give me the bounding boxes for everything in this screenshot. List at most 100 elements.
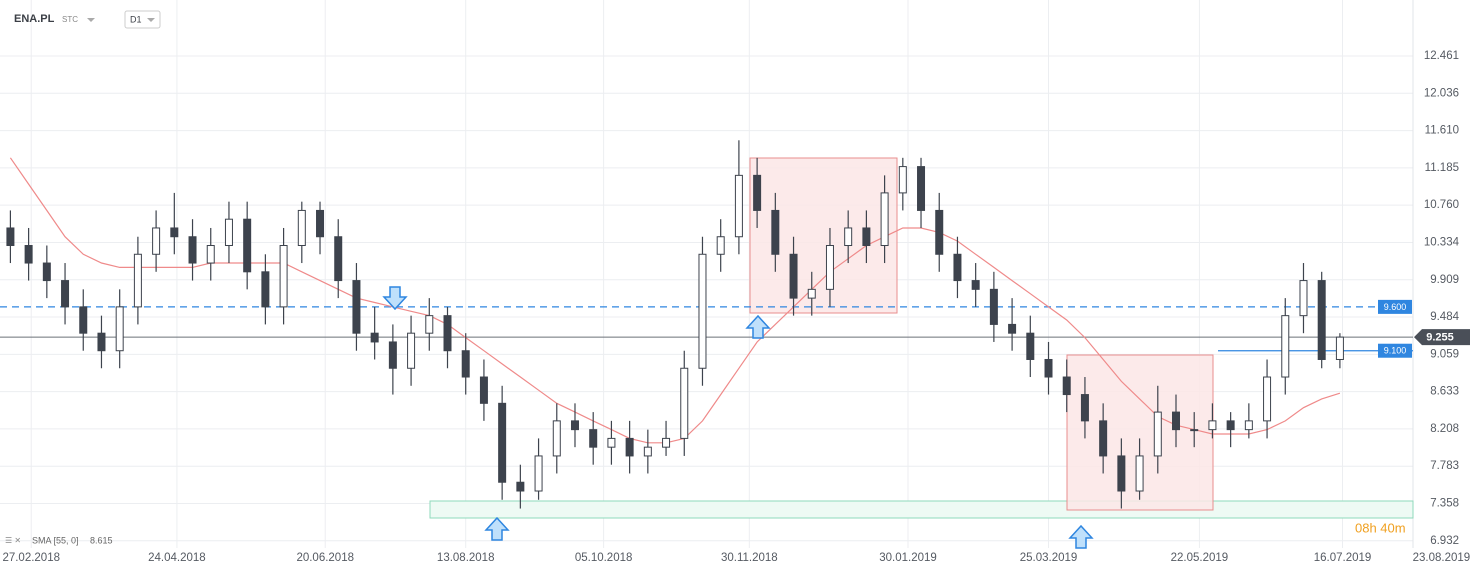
candle-body xyxy=(115,306,124,352)
candle-body xyxy=(1099,420,1108,457)
y-tick-label: 7.358 xyxy=(1430,497,1459,509)
y-tick-label: 9.484 xyxy=(1430,311,1459,323)
candle-body xyxy=(42,262,51,282)
y-tick-label: 11.610 xyxy=(1425,125,1459,137)
candle-body xyxy=(552,420,561,457)
dropdown-icon[interactable] xyxy=(147,18,155,22)
candle-body xyxy=(971,280,980,290)
candle-body xyxy=(771,209,780,255)
candle-body xyxy=(734,174,743,238)
level-label-box xyxy=(1378,299,1412,314)
x-tick-label: 22.05.2019 xyxy=(1171,552,1229,564)
candle-body xyxy=(1190,429,1199,432)
arrow-up xyxy=(745,314,771,339)
candle-body xyxy=(443,315,452,352)
timer: 08h 40m xyxy=(1355,520,1406,535)
dropdown-icon[interactable] xyxy=(87,18,95,22)
candle-body xyxy=(917,166,926,211)
y-tick-label: 12.036 xyxy=(1424,87,1459,99)
x-tick-label: 16.07.2019 xyxy=(1314,552,1372,564)
candle-body xyxy=(206,245,215,264)
indicator-name: SMA [55, 0] xyxy=(32,535,79,545)
y-tick-label: 9.059 xyxy=(1430,348,1459,360)
candle-body xyxy=(516,481,525,492)
candle-body xyxy=(6,227,15,247)
indicator-value: 8.615 xyxy=(90,535,113,545)
candle-body xyxy=(261,271,270,308)
candle-body xyxy=(807,288,816,299)
candle-body xyxy=(643,446,652,457)
candle-body xyxy=(1117,455,1126,492)
candle-body xyxy=(589,429,598,448)
candle-body xyxy=(1317,280,1326,360)
level-label-box xyxy=(1378,343,1412,358)
candle-body xyxy=(370,332,379,343)
x-tick-label: 25.03.2019 xyxy=(1020,552,1078,564)
candle-body xyxy=(698,253,707,369)
candle-body xyxy=(61,280,70,308)
x-tick-label: 20.06.2018 xyxy=(296,552,354,564)
candle-body xyxy=(1208,420,1217,431)
candle-body xyxy=(79,306,88,334)
candle-body xyxy=(1335,336,1344,360)
candle-body xyxy=(425,315,434,334)
market: STC xyxy=(62,15,78,24)
x-tick-label: 13.08.2018 xyxy=(437,552,495,564)
candle-body xyxy=(862,227,871,247)
x-tick-label: 23.08.2019 xyxy=(1413,552,1471,564)
candle-body xyxy=(407,332,416,369)
y-tick-label: 7.783 xyxy=(1430,460,1459,472)
candle-body xyxy=(243,218,252,273)
arrow-up xyxy=(1068,524,1094,549)
support-zone xyxy=(429,500,1414,519)
candle-body xyxy=(607,437,616,448)
interval[interactable]: D1 xyxy=(130,14,142,24)
candle-body xyxy=(479,376,488,404)
x-tick-label: 24.04.2018 xyxy=(148,552,206,564)
candle-body xyxy=(953,253,962,282)
candle-body xyxy=(1080,394,1089,422)
candle-body xyxy=(1172,411,1180,431)
candle-body xyxy=(680,367,689,439)
candle-body xyxy=(170,227,179,238)
candle-body xyxy=(570,420,579,431)
candle-body xyxy=(753,174,762,211)
y-tick-label: 11.185 xyxy=(1425,162,1459,174)
candle-body xyxy=(844,227,853,247)
candle-body xyxy=(789,253,798,299)
candle-body xyxy=(1008,323,1017,334)
candle-body xyxy=(1153,411,1162,457)
plot xyxy=(0,140,1413,509)
candle-body xyxy=(1226,420,1235,431)
level-label: 9.100 xyxy=(1384,346,1407,356)
y-tick-label: 12.461 xyxy=(1424,50,1459,62)
arrow-down xyxy=(382,286,408,311)
candle-body xyxy=(898,166,907,194)
y-tick-label: 8.208 xyxy=(1430,423,1459,435)
arrows xyxy=(382,286,1094,549)
candle-body xyxy=(1299,280,1308,317)
x-tick-label: 05.10.2018 xyxy=(575,552,633,564)
candle-body xyxy=(935,209,944,255)
candle-body xyxy=(1135,455,1144,492)
symbol: ENA.PL xyxy=(14,13,55,25)
candle-body xyxy=(388,341,397,369)
candle-body xyxy=(1026,332,1035,360)
current-price-label: 9.255 xyxy=(1426,332,1454,344)
indicator-icon[interactable]: ☰ ✕ xyxy=(5,536,21,545)
candle-body xyxy=(1244,420,1253,431)
candle-body xyxy=(1044,358,1053,378)
candle-body xyxy=(133,253,142,308)
candle-body xyxy=(352,280,361,334)
candle-body xyxy=(1062,376,1071,396)
candle-body xyxy=(989,288,998,325)
interval-box[interactable] xyxy=(124,10,161,29)
candle-body xyxy=(716,236,725,255)
candle-body xyxy=(97,332,106,352)
candle-body xyxy=(316,209,325,238)
y-tick-label: 6.932 xyxy=(1430,535,1459,547)
candle-body xyxy=(1263,376,1272,422)
candle-body xyxy=(224,218,233,247)
candle-body xyxy=(461,350,470,378)
x-tick-label: 27.02.2018 xyxy=(2,552,60,564)
